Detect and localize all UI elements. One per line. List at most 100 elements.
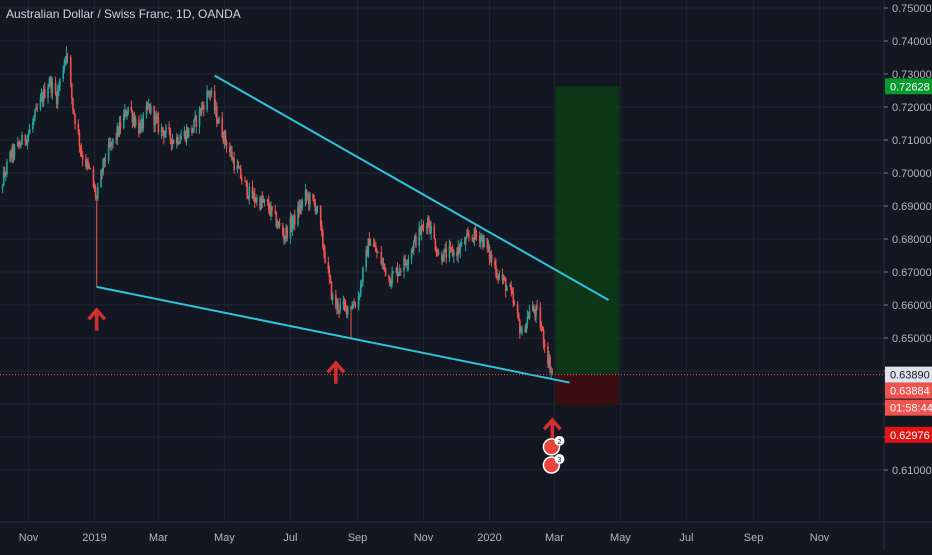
candle-body: [261, 197, 263, 202]
stop-price-tag-text: 0.62976: [890, 430, 930, 442]
candle-body: [58, 87, 60, 90]
candle-body: [430, 226, 432, 233]
candle-body: [177, 137, 179, 144]
candle-body: [494, 261, 496, 265]
price-tick-label: 0.67000: [892, 267, 932, 279]
price-tick-label: 0.71000: [892, 135, 932, 147]
price-tick-label: 0.69000: [892, 201, 932, 213]
candle-body: [36, 108, 38, 109]
candle-body: [192, 129, 194, 133]
time-tick-label: Jul: [283, 532, 297, 544]
candle-body: [162, 127, 164, 131]
candle-body: [480, 237, 482, 243]
time-tick-label: Nov: [810, 532, 830, 544]
candle-body: [329, 270, 331, 278]
candle-body: [423, 226, 425, 227]
candle-body: [542, 329, 544, 330]
candle-body: [504, 278, 506, 280]
candle-body: [67, 57, 69, 58]
current-price-tag-text: 0.63890: [890, 370, 930, 382]
last-price-tag: 0.63884: [885, 383, 932, 399]
candle-body: [498, 274, 500, 278]
candle-body: [533, 306, 535, 312]
candle-body: [518, 314, 520, 321]
time-tick-label: Sep: [348, 532, 368, 544]
stop-zone: [556, 375, 620, 405]
candle-body: [421, 226, 423, 234]
candle-body: [321, 226, 323, 231]
candle-body: [384, 264, 386, 268]
candle-body: [89, 168, 91, 169]
candle-body: [168, 127, 170, 129]
candle-body: [21, 135, 23, 145]
candle-body: [461, 242, 463, 246]
candle-body: [521, 328, 523, 332]
countdown-tag-text: 01:58:44: [890, 403, 932, 415]
candle-body: [268, 202, 270, 210]
candle-body: [179, 140, 181, 143]
candle-body: [55, 83, 57, 94]
candle-body: [207, 92, 209, 94]
candle-body: [475, 229, 477, 236]
candle-body: [72, 98, 74, 109]
candle-body: [385, 268, 387, 276]
candle-body: [33, 117, 35, 121]
candle-body: [14, 146, 16, 156]
candle-body: [201, 106, 203, 114]
candle-body: [344, 302, 346, 305]
candle-body: [284, 237, 286, 240]
candle-body: [451, 247, 453, 249]
candle-body: [135, 120, 137, 126]
last-price-tag-text: 0.63884: [890, 386, 930, 398]
candle-body: [218, 118, 220, 123]
candle-body: [359, 295, 361, 296]
candle-body: [483, 238, 485, 247]
candle-body: [434, 226, 436, 239]
candle-body: [360, 283, 362, 295]
candle-body: [254, 194, 256, 202]
candle-body: [100, 171, 102, 187]
candle-body: [459, 246, 461, 252]
candle-body: [408, 259, 410, 264]
candle-body: [467, 234, 469, 235]
candle-body: [27, 136, 29, 143]
candle-body: [93, 169, 95, 186]
candle-body: [529, 311, 531, 318]
candle-body: [441, 253, 443, 261]
candle-body: [65, 58, 67, 64]
candle-body: [81, 150, 83, 155]
price-tick-label: 0.61000: [892, 465, 932, 477]
candle-body: [316, 208, 318, 211]
candle-body: [279, 223, 281, 226]
price-tick-label: 0.75000: [892, 3, 932, 15]
candle-body: [123, 115, 125, 128]
candle-body: [404, 258, 406, 263]
countdown-tag: 01:58:44: [885, 400, 932, 416]
candle-body: [112, 139, 114, 144]
candle-body: [519, 321, 521, 333]
candle-body: [142, 115, 144, 128]
candle-body: [264, 200, 266, 202]
time-tick-label: 2020: [477, 532, 501, 544]
candle-body: [377, 252, 379, 253]
candle-body: [105, 161, 107, 162]
candle-body: [226, 142, 228, 147]
candle-body: [510, 285, 512, 290]
candle-body: [169, 129, 171, 139]
candle-body: [221, 118, 223, 137]
candle-body: [312, 194, 314, 199]
candle-body: [513, 293, 515, 302]
candle-body: [233, 159, 235, 170]
stop-price-tag: 0.62976: [885, 427, 932, 443]
candle-body: [306, 190, 308, 197]
candle-body: [2, 185, 4, 187]
candle-body: [294, 215, 296, 225]
candle-body: [337, 302, 339, 310]
candle-body: [544, 344, 546, 346]
candle-body: [57, 90, 59, 105]
candle-body: [206, 92, 208, 110]
candle-body: [276, 212, 278, 226]
